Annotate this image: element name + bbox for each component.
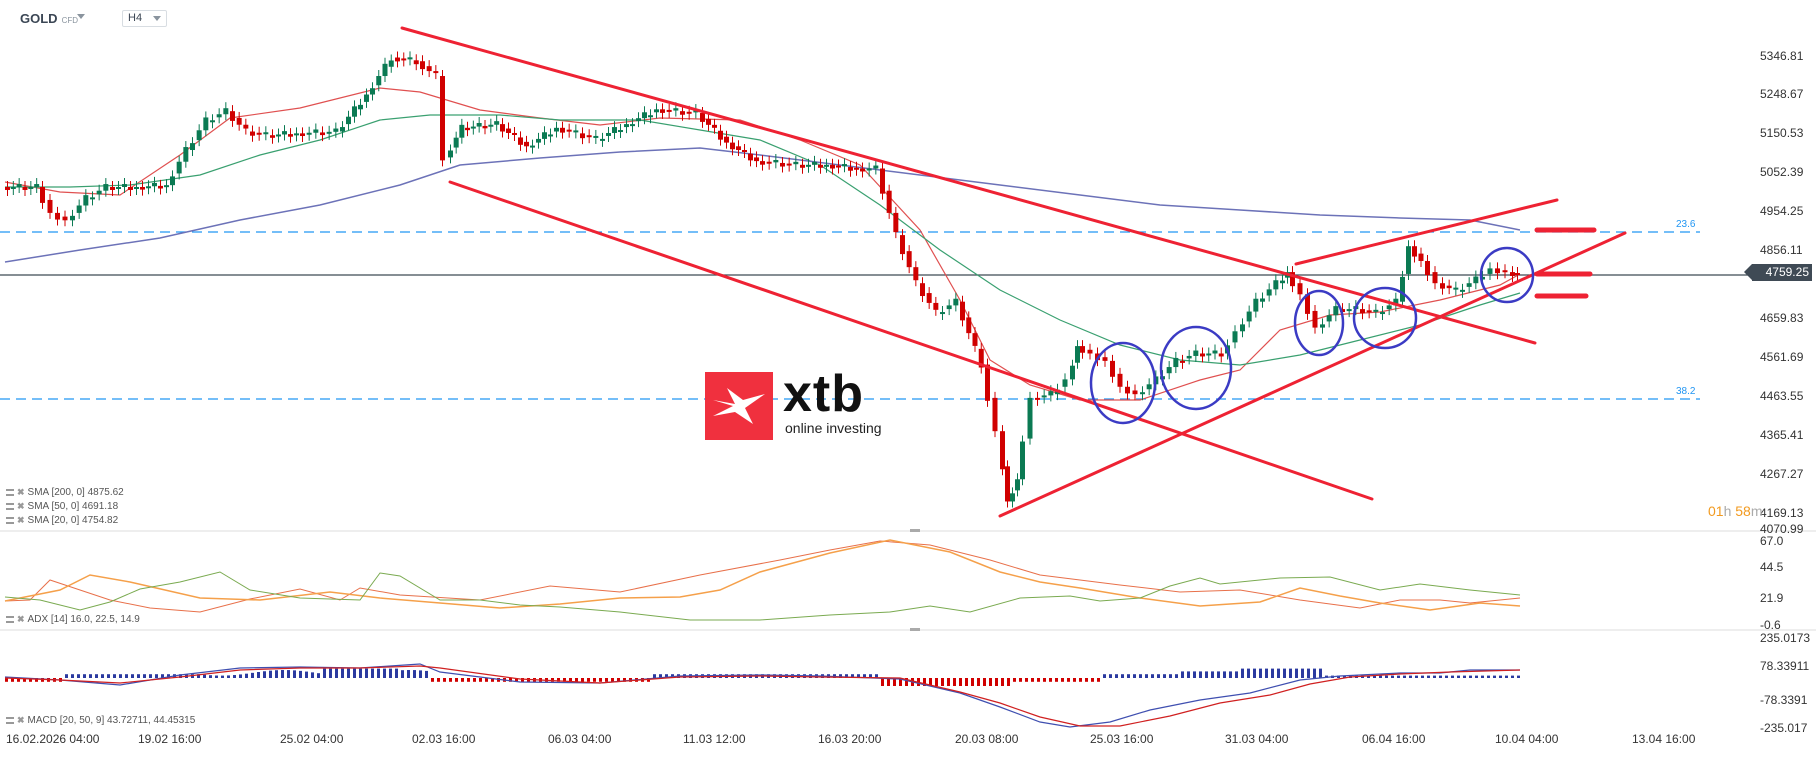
close-icon[interactable]: ✖ [17, 501, 25, 511]
xtb-logo: xtb online investing [705, 365, 885, 442]
time-tick: 31.03 04:00 [1225, 732, 1289, 746]
time-tick: 06.03 04:00 [548, 732, 612, 746]
xtb-tagline: online investing [785, 420, 882, 436]
timeframe-select[interactable]: H4 [122, 10, 167, 27]
time-tick: 25.03 16:00 [1090, 732, 1154, 746]
legend-sma200[interactable]: ✖ SMA [200, 0] 4875.62 [6, 487, 124, 498]
price-tick: 4169.13 [1760, 506, 1804, 520]
time-tick: 25.02 04:00 [280, 732, 344, 746]
time-tick: 02.03 16:00 [412, 732, 476, 746]
symbol-type: CFD [61, 16, 79, 25]
macd-tick: -78.3391 [1760, 693, 1808, 707]
adx-tick: 67.0 [1760, 534, 1784, 548]
timeframe-value: H4 [128, 12, 143, 24]
current-price-tag: 4759.25 [1744, 264, 1812, 281]
settings-icon[interactable] [6, 503, 14, 510]
legend-adx[interactable]: ✖ ADX [14] 16.0, 22.5, 14.9 [6, 614, 140, 625]
price-tick: 4267.27 [1760, 467, 1804, 481]
settings-icon[interactable] [6, 517, 14, 524]
fib-label-38-2: 38.2 [1676, 386, 1696, 397]
time-tick: 06.04 16:00 [1362, 732, 1426, 746]
settings-icon[interactable] [6, 616, 14, 623]
close-icon[interactable]: ✖ [17, 614, 25, 624]
price-tick: 4561.69 [1760, 350, 1804, 364]
macd-tick: 78.33911 [1760, 659, 1810, 673]
price-tick: 4954.25 [1760, 204, 1804, 218]
symbol-selector[interactable]: GOLD CFD [20, 11, 78, 26]
price-tick: 4365.41 [1760, 428, 1804, 442]
macd-tick: -235.017 [1760, 721, 1808, 735]
xtb-logo-mark [705, 372, 773, 440]
price-tick: 4070.99 [1760, 522, 1804, 536]
time-tick: 19.02 16:00 [138, 732, 202, 746]
close-icon[interactable]: ✖ [17, 487, 25, 497]
settings-icon[interactable] [6, 717, 14, 724]
legend-sma50[interactable]: ✖ SMA [50, 0] 4691.18 [6, 501, 118, 512]
price-tick: 4463.55 [1760, 389, 1804, 403]
time-tick: 13.04 16:00 [1632, 732, 1696, 746]
symbol-name: GOLD [20, 11, 58, 26]
chart-header: GOLD CFD H4 [0, 0, 1816, 36]
price-tick: 4856.11 [1760, 243, 1803, 257]
chevron-down-icon[interactable] [77, 14, 85, 19]
macd-tick: 235.0173 [1760, 631, 1811, 645]
time-tick: 16.03 20:00 [818, 732, 882, 746]
time-tick: 11.03 12:00 [683, 732, 746, 746]
price-tick: 5150.53 [1760, 126, 1804, 140]
close-icon[interactable]: ✖ [17, 515, 25, 525]
xtb-wordmark: xtb [783, 365, 864, 423]
time-tick: 10.04 04:00 [1495, 732, 1559, 746]
fib-label-23-6: 23.6 [1676, 219, 1696, 230]
price-tick: 5052.39 [1760, 165, 1804, 179]
settings-icon[interactable] [6, 489, 14, 496]
price-tick: 5346.81 [1760, 49, 1804, 63]
close-icon[interactable]: ✖ [17, 715, 25, 725]
candle-timer: 01h 58m [1708, 503, 1763, 519]
legend-macd[interactable]: ✖ MACD [20, 50, 9] 43.72711, 44.45315 [6, 715, 195, 726]
price-tick: 5248.67 [1760, 87, 1804, 101]
price-tick: 4659.83 [1760, 311, 1804, 325]
time-tick: 16.02.2026 04:00 [6, 732, 100, 746]
chevron-down-icon [153, 16, 161, 21]
adx-tick: -0.6 [1760, 618, 1781, 632]
legend-sma20[interactable]: ✖ SMA [20, 0] 4754.82 [6, 515, 118, 526]
adx-tick: 21.9 [1760, 591, 1784, 605]
adx-tick: 44.5 [1760, 560, 1784, 574]
time-tick: 20.03 08:00 [955, 732, 1019, 746]
